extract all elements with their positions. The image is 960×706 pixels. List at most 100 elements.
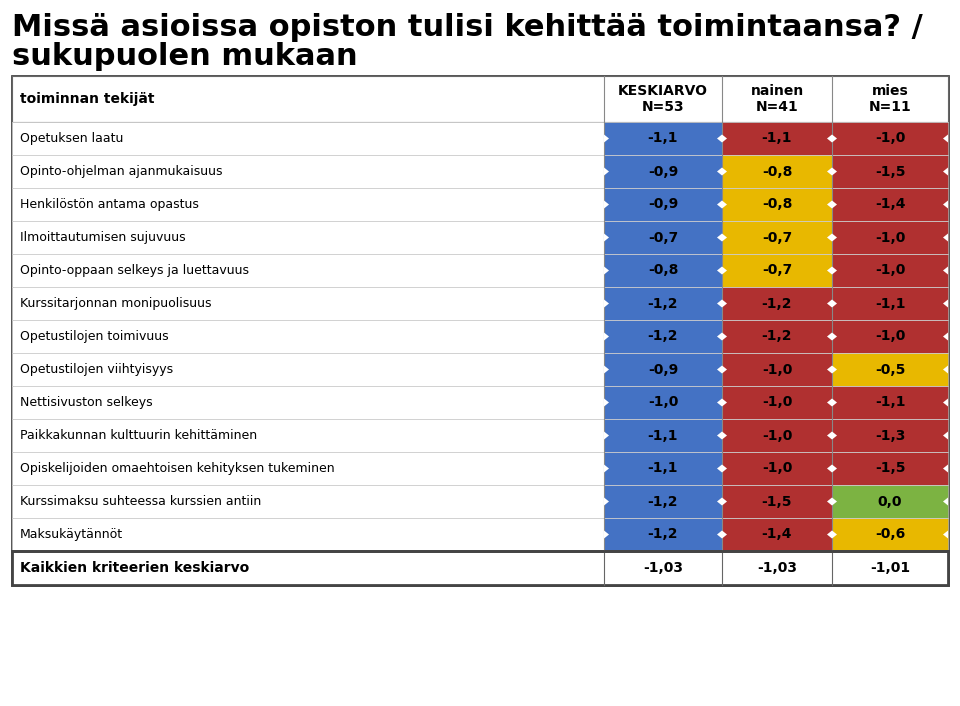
Text: -0,9: -0,9 — [648, 164, 678, 179]
Bar — [604, 452, 722, 485]
Bar — [604, 287, 722, 320]
Text: -1,0: -1,0 — [762, 429, 792, 443]
Text: Missä asioissa opiston tulisi kehittää toimintaansa? /: Missä asioissa opiston tulisi kehittää t… — [12, 13, 923, 42]
Polygon shape — [604, 299, 609, 308]
Polygon shape — [827, 135, 832, 143]
Text: Nettisivuston selkeys: Nettisivuston selkeys — [20, 396, 153, 409]
Bar — [832, 353, 948, 386]
Text: -0,8: -0,8 — [762, 198, 792, 212]
Text: mies
N=11: mies N=11 — [869, 84, 911, 114]
Bar — [604, 188, 722, 221]
Text: -1,4: -1,4 — [761, 527, 792, 542]
Polygon shape — [722, 299, 727, 308]
Text: Kurssitarjonnan monipuolisuus: Kurssitarjonnan monipuolisuus — [20, 297, 211, 310]
Text: Opinto-oppaan selkeys ja luettavuus: Opinto-oppaan selkeys ja luettavuus — [20, 264, 249, 277]
Text: -1,1: -1,1 — [648, 429, 679, 443]
Bar — [604, 353, 722, 386]
Text: -1,0: -1,0 — [762, 362, 792, 376]
Bar — [722, 518, 832, 551]
Text: toiminnan tekijät: toiminnan tekijät — [20, 92, 155, 106]
Polygon shape — [943, 398, 948, 407]
Polygon shape — [717, 498, 722, 505]
Polygon shape — [827, 465, 832, 472]
Bar — [604, 320, 722, 353]
Bar — [12, 551, 948, 585]
Polygon shape — [827, 167, 832, 176]
Polygon shape — [717, 398, 722, 407]
Bar — [722, 485, 832, 518]
Bar — [12, 386, 604, 419]
Bar — [12, 320, 604, 353]
Text: -1,1: -1,1 — [875, 395, 905, 409]
Polygon shape — [943, 299, 948, 308]
Polygon shape — [827, 333, 832, 340]
Polygon shape — [717, 333, 722, 340]
Text: -0,8: -0,8 — [648, 263, 678, 277]
Bar — [832, 419, 948, 452]
Bar — [832, 518, 948, 551]
Polygon shape — [717, 465, 722, 472]
Bar — [604, 122, 722, 155]
Polygon shape — [832, 299, 837, 308]
Text: -1,5: -1,5 — [761, 494, 792, 508]
Text: -0,6: -0,6 — [875, 527, 905, 542]
Bar — [12, 353, 604, 386]
Polygon shape — [604, 530, 609, 539]
Polygon shape — [717, 201, 722, 208]
Text: Opetuksen laatu: Opetuksen laatu — [20, 132, 124, 145]
Bar — [604, 221, 722, 254]
Polygon shape — [722, 465, 727, 472]
Polygon shape — [722, 398, 727, 407]
Polygon shape — [943, 498, 948, 505]
Text: KESKIARVO
N=53: KESKIARVO N=53 — [618, 84, 708, 114]
Bar — [12, 76, 948, 585]
Polygon shape — [722, 266, 727, 275]
Text: Kaikkien kriteerien keskiarvo: Kaikkien kriteerien keskiarvo — [20, 561, 250, 575]
Text: Paikkakunnan kulttuurin kehittäminen: Paikkakunnan kulttuurin kehittäminen — [20, 429, 257, 442]
Text: -1,1: -1,1 — [875, 297, 905, 311]
Text: -0,7: -0,7 — [762, 230, 792, 244]
Polygon shape — [943, 167, 948, 176]
Text: -1,4: -1,4 — [875, 198, 905, 212]
Bar — [722, 452, 832, 485]
Text: -0,8: -0,8 — [762, 164, 792, 179]
Bar — [604, 518, 722, 551]
Bar — [12, 518, 604, 551]
Bar — [832, 122, 948, 155]
Bar — [832, 485, 948, 518]
Bar — [832, 221, 948, 254]
Bar — [604, 419, 722, 452]
Polygon shape — [722, 431, 727, 440]
Text: -1,0: -1,0 — [762, 462, 792, 476]
Bar — [832, 287, 948, 320]
Bar — [722, 386, 832, 419]
Text: -1,5: -1,5 — [875, 164, 905, 179]
Polygon shape — [832, 498, 837, 505]
Polygon shape — [717, 135, 722, 143]
Polygon shape — [827, 366, 832, 373]
Polygon shape — [827, 498, 832, 505]
Polygon shape — [832, 530, 837, 539]
Polygon shape — [722, 366, 727, 373]
Text: Opetustilojen viihtyisyys: Opetustilojen viihtyisyys — [20, 363, 173, 376]
Polygon shape — [604, 333, 609, 340]
Text: Opetustilojen toimivuus: Opetustilojen toimivuus — [20, 330, 169, 343]
Text: -1,0: -1,0 — [875, 263, 905, 277]
Bar — [604, 155, 722, 188]
Polygon shape — [717, 530, 722, 539]
Polygon shape — [943, 135, 948, 143]
Text: -0,7: -0,7 — [762, 263, 792, 277]
Polygon shape — [722, 167, 727, 176]
Text: -1,0: -1,0 — [875, 131, 905, 145]
Polygon shape — [832, 465, 837, 472]
Bar — [722, 320, 832, 353]
Bar — [722, 221, 832, 254]
Text: Ilmoittautumisen sujuvuus: Ilmoittautumisen sujuvuus — [20, 231, 185, 244]
Polygon shape — [717, 167, 722, 176]
Text: -1,03: -1,03 — [757, 561, 797, 575]
Text: -1,01: -1,01 — [870, 561, 910, 575]
Text: -1,1: -1,1 — [648, 131, 679, 145]
Text: -0,7: -0,7 — [648, 230, 678, 244]
Polygon shape — [827, 234, 832, 241]
Polygon shape — [827, 530, 832, 539]
